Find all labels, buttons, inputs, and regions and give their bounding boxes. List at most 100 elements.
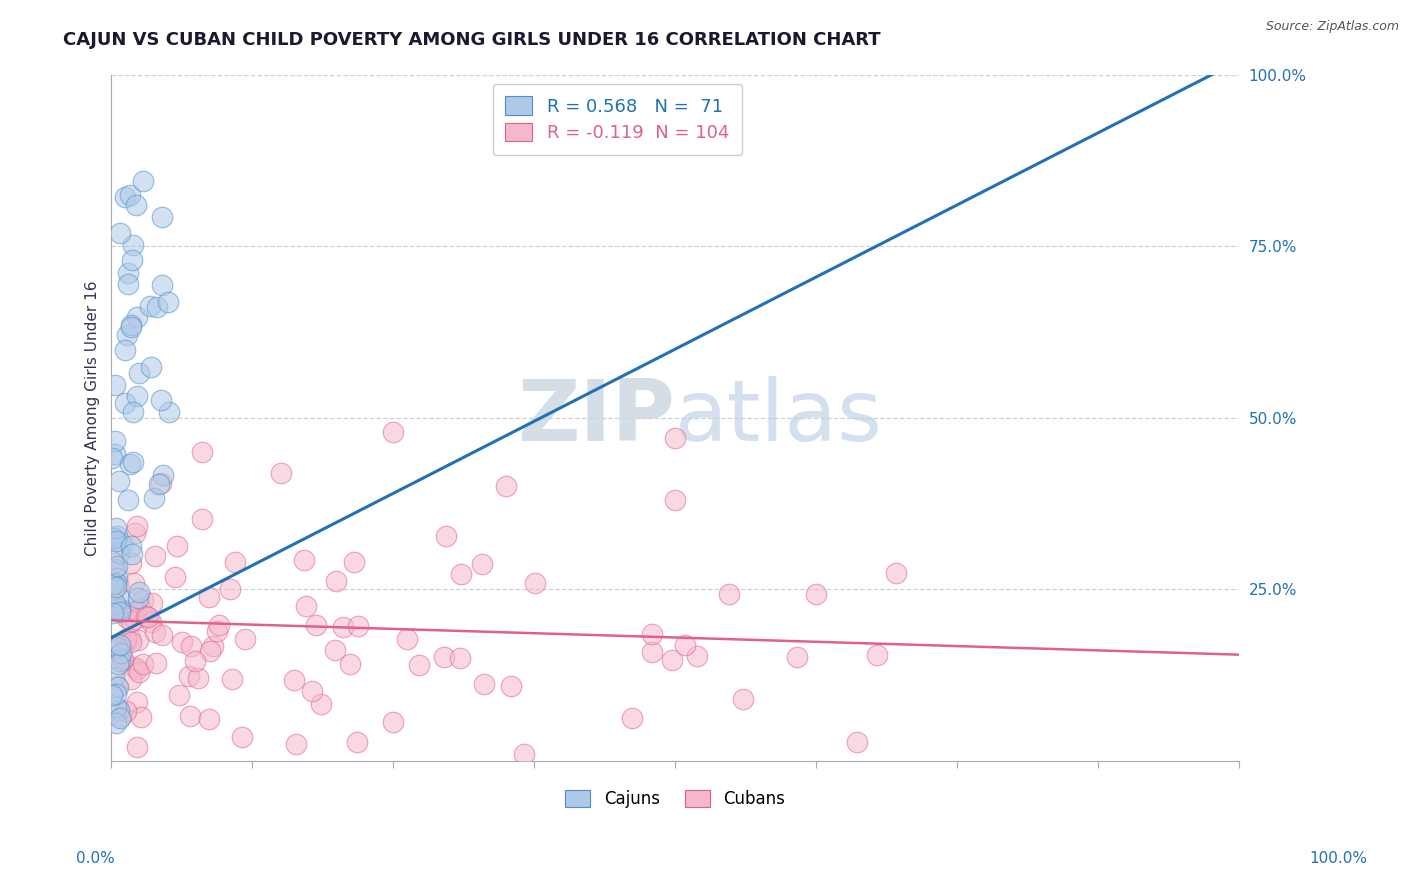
Text: atlas: atlas xyxy=(675,376,883,459)
Point xyxy=(294,599,316,614)
Point xyxy=(332,620,354,634)
Point xyxy=(110,646,132,660)
Point xyxy=(381,715,404,730)
Point xyxy=(139,360,162,375)
Point xyxy=(125,519,148,533)
Y-axis label: Child Poverty Among Girls Under 16: Child Poverty Among Girls Under 16 xyxy=(86,280,100,556)
Point xyxy=(150,628,173,642)
Point xyxy=(115,604,138,618)
Point xyxy=(187,671,209,685)
Point xyxy=(110,636,132,650)
Point xyxy=(114,190,136,204)
Point xyxy=(103,600,125,615)
Point xyxy=(107,657,129,671)
Point xyxy=(120,556,142,570)
Point xyxy=(717,586,740,600)
Point xyxy=(120,614,142,628)
Point xyxy=(128,585,150,599)
Point xyxy=(127,591,149,606)
Point xyxy=(111,652,134,666)
Point xyxy=(103,582,125,597)
Point xyxy=(499,679,522,693)
Point xyxy=(149,393,172,408)
Point xyxy=(105,700,128,714)
Point xyxy=(283,673,305,688)
Point xyxy=(221,672,243,686)
Point xyxy=(179,709,201,723)
Point xyxy=(107,529,129,543)
Point xyxy=(152,467,174,482)
Point xyxy=(103,606,125,620)
Point xyxy=(184,654,207,668)
Point xyxy=(120,318,142,333)
Point xyxy=(101,556,124,570)
Point xyxy=(107,680,129,694)
Point xyxy=(118,457,141,471)
Point xyxy=(141,615,163,630)
Legend: Cajuns, Cubans: Cajuns, Cubans xyxy=(558,783,792,814)
Point xyxy=(111,652,134,666)
Point xyxy=(107,546,129,560)
Point xyxy=(108,703,131,717)
Point xyxy=(218,582,240,596)
Point xyxy=(157,295,180,310)
Point xyxy=(108,591,131,605)
Point xyxy=(198,591,221,605)
Point xyxy=(107,577,129,591)
Point xyxy=(177,669,200,683)
Text: Source: ZipAtlas.com: Source: ZipAtlas.com xyxy=(1265,20,1399,33)
Point xyxy=(866,648,889,662)
Point xyxy=(305,618,328,632)
Point xyxy=(105,687,128,701)
Point xyxy=(124,612,146,626)
Point xyxy=(108,602,131,616)
Point xyxy=(122,238,145,252)
Point xyxy=(150,475,173,490)
Text: 0.0%: 0.0% xyxy=(76,851,115,865)
Point xyxy=(115,632,138,646)
Point xyxy=(270,466,292,480)
Point xyxy=(104,576,127,591)
Point xyxy=(108,605,131,619)
Point xyxy=(128,366,150,380)
Point xyxy=(382,425,405,439)
Point xyxy=(115,611,138,625)
Point xyxy=(450,567,472,582)
Point xyxy=(152,211,174,225)
Point xyxy=(101,688,124,702)
Point xyxy=(449,651,471,665)
Point xyxy=(131,710,153,724)
Point xyxy=(205,624,228,638)
Point xyxy=(120,672,142,686)
Point xyxy=(108,711,131,725)
Point xyxy=(190,445,212,459)
Point xyxy=(122,455,145,469)
Point xyxy=(120,540,142,554)
Point xyxy=(346,735,368,749)
Point xyxy=(117,267,139,281)
Point xyxy=(107,640,129,654)
Point xyxy=(122,660,145,674)
Point xyxy=(125,739,148,754)
Point xyxy=(108,654,131,668)
Point xyxy=(664,431,686,445)
Point xyxy=(115,636,138,650)
Point xyxy=(343,555,366,569)
Point xyxy=(172,635,194,649)
Text: 100.0%: 100.0% xyxy=(1309,851,1368,865)
Point xyxy=(523,576,546,591)
Point xyxy=(786,650,808,665)
Point xyxy=(309,697,332,711)
Point xyxy=(471,557,494,571)
Point xyxy=(339,657,361,671)
Point xyxy=(135,609,157,624)
Point xyxy=(198,712,221,726)
Text: CAJUN VS CUBAN CHILD POVERTY AMONG GIRLS UNDER 16 CORRELATION CHART: CAJUN VS CUBAN CHILD POVERTY AMONG GIRLS… xyxy=(63,31,882,49)
Point xyxy=(108,638,131,652)
Point xyxy=(198,644,221,658)
Point xyxy=(157,405,180,419)
Point xyxy=(325,574,347,588)
Point xyxy=(128,665,150,680)
Point xyxy=(301,684,323,698)
Point xyxy=(208,618,231,632)
